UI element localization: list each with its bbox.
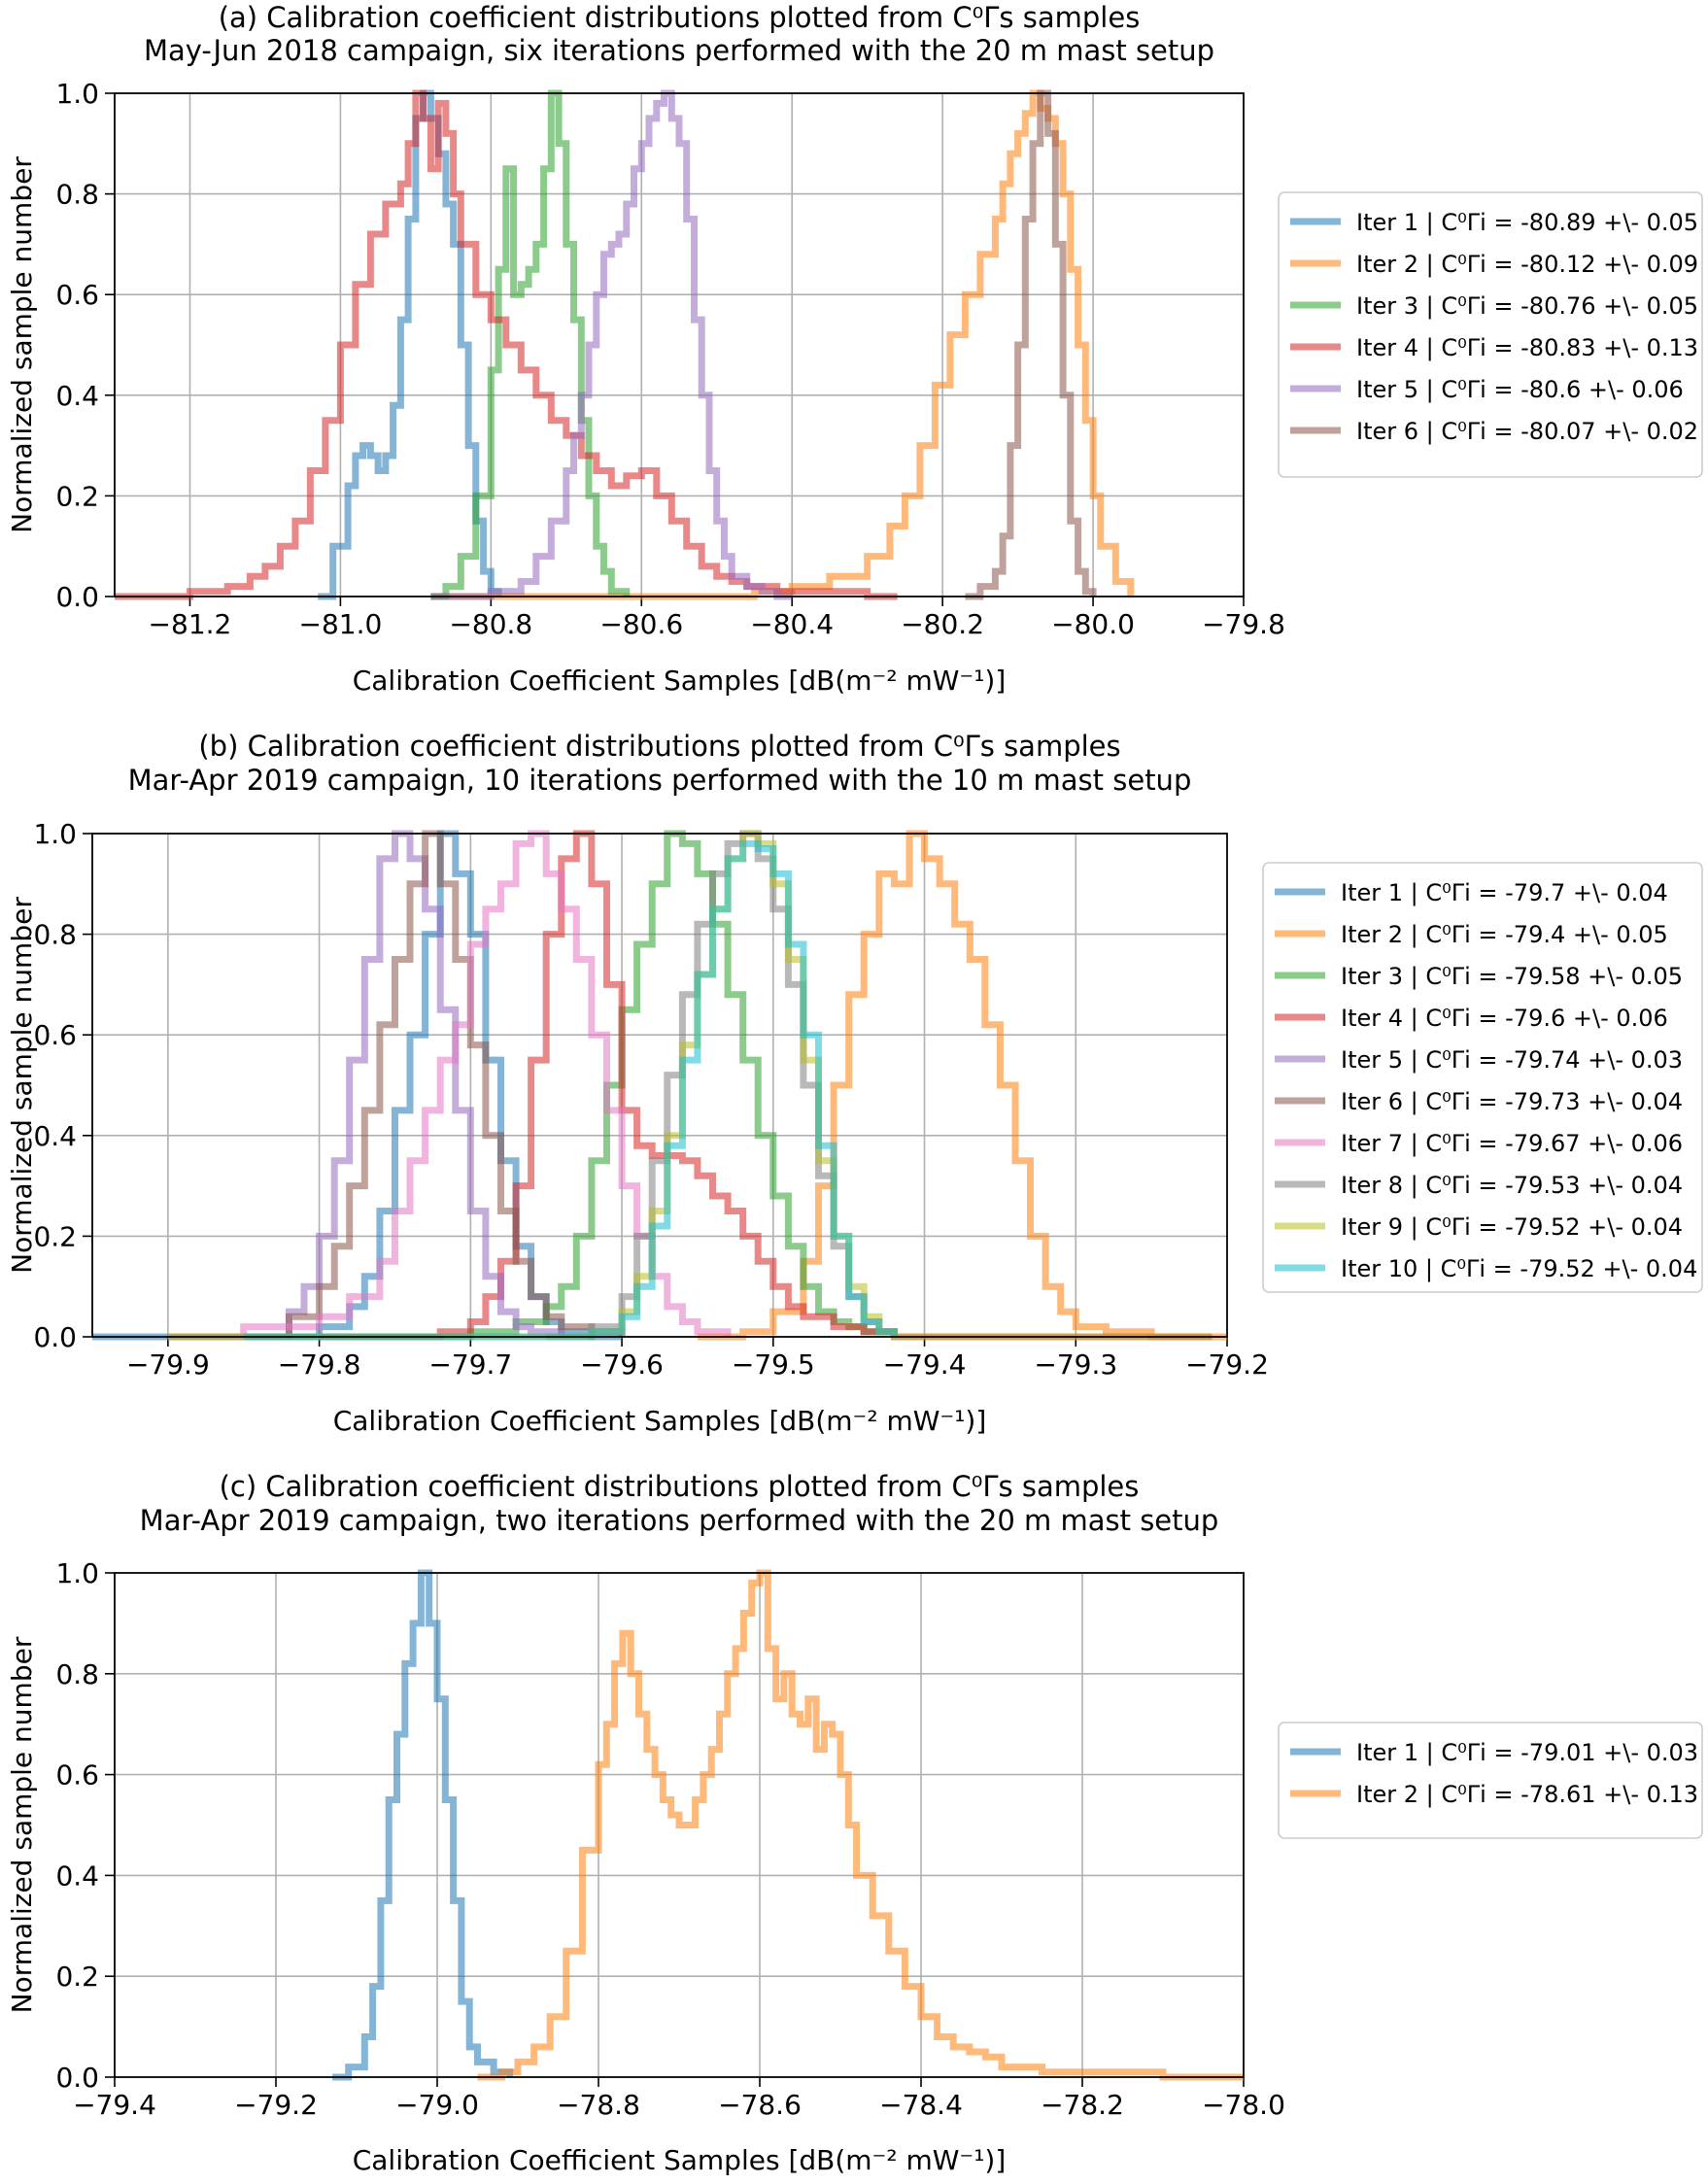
y-tick-label: 0.4 (33, 1120, 77, 1152)
legend-entry: Iter 1 | C⁰Γi = -79.01 +\- 0.03 (1356, 1739, 1698, 1766)
x-tick-label: −78.4 (879, 2089, 963, 2121)
x-tick-label: −80.4 (750, 608, 834, 640)
x-tick-label: −80.0 (1051, 608, 1135, 640)
y-tick-label: 1.0 (55, 78, 99, 110)
y-axis-label: Normalized sample number (6, 1636, 38, 2013)
legend-entry: Iter 8 | C⁰Γi = -79.53 +\- 0.04 (1341, 1172, 1683, 1199)
histogram-chart-a: (a) Calibration coefficient distribution… (6, 1, 1703, 697)
legend-entry: Iter 3 | C⁰Γi = -79.58 +\- 0.05 (1341, 963, 1683, 990)
legend-entry: Iter 6 | C⁰Γi = -80.07 +\- 0.02 (1356, 418, 1698, 445)
legend-entry: Iter 9 | C⁰Γi = -79.52 +\- 0.04 (1341, 1213, 1683, 1241)
x-tick-label: −79.8 (278, 1348, 361, 1381)
series-line-iter-7 (167, 830, 732, 1341)
legend-entry: Iter 4 | C⁰Γi = -79.6 +\- 0.06 (1341, 1005, 1668, 1032)
plot-frame (114, 1572, 1245, 2078)
chart-subtitle: Mar-Apr 2019 campaign, two iterations pe… (140, 1504, 1219, 1537)
series-line-iter-1 (332, 1569, 514, 2081)
series-line-iter-2 (697, 830, 1227, 1341)
x-tick-label: −81.2 (149, 608, 232, 640)
series-line-iter-6 (243, 830, 626, 1341)
x-tick-label: −80.6 (599, 608, 683, 640)
legend-entry: Iter 2 | C⁰Γi = -80.12 +\- 0.09 (1356, 251, 1698, 278)
y-tick-label: 0.2 (55, 480, 99, 512)
legend-entry: Iter 2 | C⁰Γi = -79.4 +\- 0.05 (1341, 921, 1668, 948)
series-line-iter-4 (115, 89, 898, 600)
y-tick-label: 0.6 (55, 1759, 99, 1792)
y-tick-label: 0.8 (33, 919, 77, 951)
x-axis-label: Calibration Coefficient Samples [dB(m⁻² … (353, 2144, 1007, 2176)
legend-box (1262, 862, 1703, 1293)
x-tick-label: −79.4 (73, 2089, 156, 2121)
series-line-iter-10 (243, 839, 898, 1341)
series-line-iter-6 (965, 89, 1097, 600)
series-line-iter-9 (167, 830, 1213, 1341)
y-tick-label: 0.2 (33, 1220, 77, 1252)
y-tick-label: 0.6 (55, 279, 99, 311)
x-tick-label: −78.6 (718, 2089, 802, 2121)
legend-entry: Iter 10 | C⁰Γi = -79.52 +\- 0.04 (1341, 1255, 1697, 1282)
series-line-iter-2 (477, 1569, 1244, 2081)
x-tick-label: −79.0 (395, 2089, 479, 2121)
y-tick-label: 0.8 (55, 179, 99, 211)
x-tick-label: −79.8 (1202, 608, 1285, 640)
x-tick-label: −79.5 (732, 1348, 815, 1381)
legend-entry: Iter 7 | C⁰Γi = -79.67 +\- 0.06 (1341, 1130, 1683, 1157)
chart-subtitle: Mar-Apr 2019 campaign, 10 iterations per… (128, 764, 1192, 797)
legend-box (1278, 1722, 1703, 1839)
plot-frame (91, 833, 1228, 1338)
legend-entry: Iter 1 | C⁰Γi = -80.89 +\- 0.05 (1356, 209, 1698, 236)
series-line-iter-3 (167, 830, 898, 1341)
legend-entry: Iter 2 | C⁰Γi = -78.61 +\- 0.13 (1356, 1781, 1698, 1808)
y-axis-label: Normalized sample number (6, 156, 38, 533)
y-axis-label: Normalized sample number (6, 897, 38, 1274)
chart-subtitle: May-Jun 2018 campaign, six iterations pe… (144, 34, 1214, 67)
y-tick-label: 0.4 (55, 1860, 99, 1892)
y-tick-label: 0.4 (55, 380, 99, 412)
y-tick-label: 1.0 (33, 818, 77, 850)
legend-entry: Iter 4 | C⁰Γi = -80.83 +\- 0.13 (1356, 334, 1698, 361)
series-line-iter-5 (243, 830, 565, 1341)
legend-entry: Iter 3 | C⁰Γi = -80.76 +\- 0.05 (1356, 292, 1698, 320)
legend-entry: Iter 5 | C⁰Γi = -79.74 +\- 0.03 (1341, 1046, 1683, 1074)
series-line-iter-1 (92, 830, 623, 1341)
y-tick-label: 0.2 (55, 1961, 99, 1993)
x-tick-label: −79.2 (1185, 1348, 1269, 1381)
series-line-iter-3 (430, 89, 631, 600)
legend-entry: Iter 1 | C⁰Γi = -79.7 +\- 0.04 (1341, 879, 1668, 906)
chart-panel-a: (a) Calibration coefficient distribution… (0, 0, 1708, 709)
legend-entry: Iter 5 | C⁰Γi = -80.6 +\- 0.06 (1356, 376, 1684, 403)
chart-title: (c) Calibration coefficient distribution… (220, 1470, 1140, 1503)
chart-title: (a) Calibration coefficient distribution… (219, 1, 1141, 34)
x-tick-label: −79.2 (234, 2089, 318, 2121)
x-tick-label: −80.2 (901, 608, 984, 640)
x-tick-label: −78.0 (1202, 2089, 1285, 2121)
chart-title: (b) Calibration coefficient distribution… (198, 730, 1120, 763)
histogram-chart-b: (b) Calibration coefficient distribution… (6, 730, 1703, 1437)
chart-panel-c: (c) Calibration coefficient distribution… (0, 1462, 1708, 2181)
chart-panel-b: (b) Calibration coefficient distribution… (0, 727, 1708, 1446)
x-axis-label: Calibration Coefficient Samples [dB(m⁻² … (333, 1405, 987, 1437)
x-tick-label: −81.0 (298, 608, 382, 640)
plot-frame (114, 92, 1245, 597)
x-tick-label: −79.3 (1034, 1348, 1117, 1381)
y-tick-label: 1.0 (55, 1557, 99, 1589)
y-tick-label: 0.6 (33, 1019, 77, 1051)
x-tick-label: −79.7 (428, 1348, 512, 1381)
y-tick-label: 0.0 (55, 581, 99, 613)
x-tick-label: −79.6 (580, 1348, 664, 1381)
y-tick-label: 0.0 (55, 2062, 99, 2094)
series-line-iter-5 (430, 89, 793, 600)
histogram-chart-c: (c) Calibration coefficient distribution… (6, 1470, 1703, 2176)
y-tick-label: 0.0 (33, 1321, 77, 1353)
x-tick-label: −78.8 (557, 2089, 640, 2121)
x-tick-label: −80.8 (449, 608, 532, 640)
x-tick-label: −79.4 (883, 1348, 967, 1381)
legend-box (1278, 191, 1703, 478)
legend-entry: Iter 6 | C⁰Γi = -79.73 +\- 0.04 (1341, 1088, 1683, 1115)
x-tick-label: −79.9 (126, 1348, 210, 1381)
series-line-iter-2 (430, 89, 1135, 600)
x-axis-label: Calibration Coefficient Samples [dB(m⁻² … (353, 665, 1007, 697)
y-tick-label: 0.8 (55, 1658, 99, 1690)
x-tick-label: −78.2 (1041, 2089, 1124, 2121)
